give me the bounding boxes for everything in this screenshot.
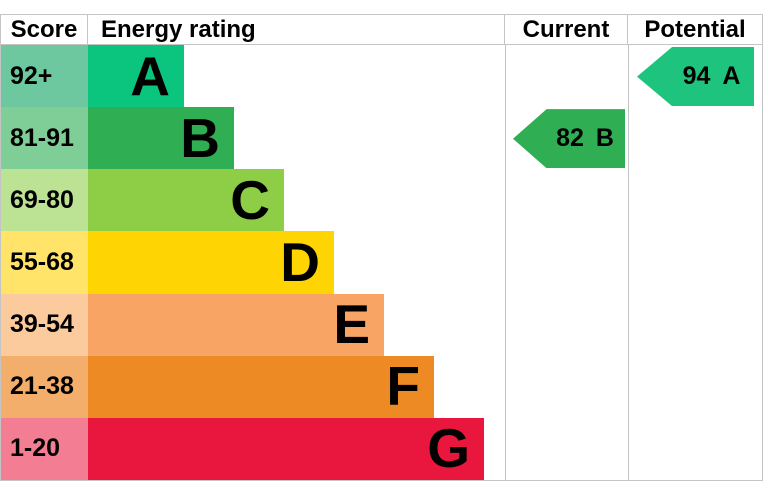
grid-line-energy-current — [505, 45, 506, 480]
band-row: 69-80 C — [1, 168, 762, 232]
potential-band-letter: A — [722, 62, 741, 91]
band-letter: C — [230, 168, 270, 231]
band-score: 92+ — [1, 45, 88, 108]
band-letter: D — [280, 230, 320, 293]
band-row: 21-38 F — [1, 355, 762, 418]
epc-table: Score Energy rating Current Potential 92… — [0, 14, 763, 481]
band-bar: F — [88, 355, 434, 418]
band-score: 1-20 — [1, 417, 88, 480]
band-letter: A — [130, 44, 170, 107]
band-letter: E — [333, 293, 370, 356]
band-row: 1-20 G — [1, 417, 762, 480]
band-row: 55-68 D — [1, 230, 762, 294]
current-value: 82 — [556, 124, 584, 153]
band-bar: A — [88, 44, 184, 108]
band-letter: B — [180, 106, 220, 169]
band-letter: G — [427, 417, 470, 480]
header-score: Score — [1, 15, 88, 44]
header-current: Current — [505, 15, 628, 44]
band-row: 92+ A — [1, 44, 762, 108]
grid-line-current-potential — [628, 45, 629, 480]
header-potential: Potential — [644, 15, 746, 43]
band-bar: B — [88, 106, 234, 170]
band-row: 81-91 B — [1, 106, 762, 170]
band-bar: E — [88, 293, 384, 356]
band-score: 69-80 — [1, 169, 88, 232]
band-row: 39-54 E — [1, 293, 762, 356]
band-bar: D — [88, 230, 334, 294]
band-score: 81-91 — [1, 107, 88, 170]
potential-value: 94 — [682, 62, 711, 91]
band-score: 21-38 — [1, 355, 88, 418]
current-band-letter: B — [595, 124, 614, 153]
band-bar: C — [88, 168, 284, 232]
epc-header-row: Score Energy rating Current Potential — [1, 15, 762, 45]
band-bar: G — [88, 417, 484, 480]
band-score: 55-68 — [1, 231, 88, 294]
chart-body: 92+ A 81-91 B 69-80 C 55-68 D 39-54 E 21… — [1, 45, 762, 480]
band-letter: F — [386, 355, 420, 418]
band-score: 39-54 — [1, 293, 88, 356]
header-energy-rating: Energy rating — [88, 15, 505, 44]
